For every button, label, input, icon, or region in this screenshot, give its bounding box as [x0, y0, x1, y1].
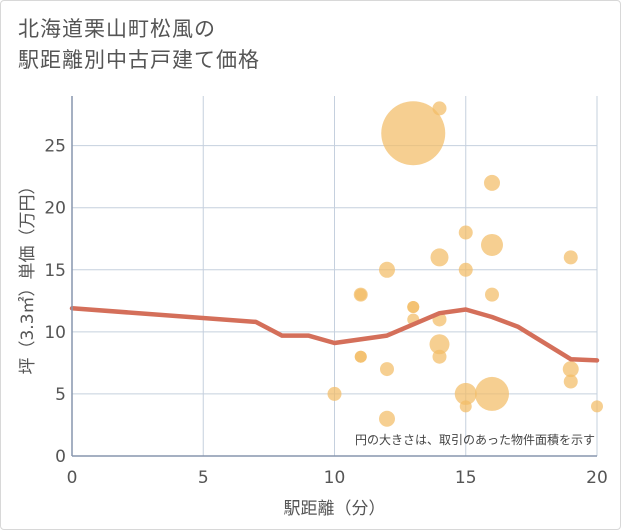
x-tick-label: 20 — [586, 468, 608, 488]
y-tick-label: 25 — [44, 137, 66, 157]
x-axis-label: 駅距離（分） — [284, 499, 386, 519]
bubble-point — [485, 287, 499, 302]
bubble-point — [379, 261, 395, 278]
y-tick-label: 10 — [44, 323, 66, 343]
bubble-point — [407, 301, 420, 314]
bubble-point — [562, 361, 579, 378]
bubble-point — [484, 174, 500, 191]
x-tick-label: 0 — [67, 468, 78, 488]
bubble-point — [591, 400, 603, 413]
bubble-point — [381, 101, 446, 166]
bubble-point — [432, 349, 447, 364]
bubble-point — [459, 400, 472, 413]
chart-title: 北海道栗山町松風の 駅距離別中古戸建て価格 — [18, 14, 260, 76]
x-tick-label: 5 — [198, 468, 209, 488]
bubble-point — [481, 233, 503, 256]
bubble-point — [380, 362, 394, 377]
bubble-point — [327, 386, 342, 401]
bubble-size-note: 円の大きさは、取引のあった物件面積を示す — [355, 432, 595, 447]
x-tick-label: 15 — [455, 468, 477, 488]
y-tick-label: 20 — [44, 199, 66, 219]
bubble-point — [429, 334, 450, 355]
chart-title-line-2: 駅距離別中古戸建て価格 — [18, 48, 260, 72]
bubble-point — [354, 350, 367, 363]
x-tick-label: 10 — [324, 468, 346, 488]
bubble-point — [563, 250, 578, 265]
bubble-series — [327, 101, 603, 427]
bubble-point — [475, 376, 509, 411]
bubble-point — [563, 374, 578, 389]
bubble-point — [354, 288, 367, 301]
tick-labels: 0 5 10 15 20 0 5 10 15 20 25 — [44, 137, 607, 488]
bubble-point — [458, 262, 473, 277]
bubble-point — [454, 382, 477, 405]
axes — [71, 96, 597, 457]
y-tick-label: 5 — [55, 385, 66, 405]
y-axis-label: 坪（3.3㎡）単価（万円） — [18, 177, 38, 374]
trend-line — [69, 306, 600, 363]
chart-title-line-1: 北海道栗山町松風の — [18, 17, 216, 41]
bubble-point — [458, 225, 473, 240]
trend-line-group — [69, 306, 600, 363]
bubble-point — [430, 248, 449, 267]
bubble-point — [432, 101, 447, 116]
grid-lines — [72, 96, 598, 456]
y-tick-label: 0 — [55, 447, 66, 467]
bubble-point — [379, 410, 395, 427]
y-tick-label: 15 — [44, 261, 66, 281]
